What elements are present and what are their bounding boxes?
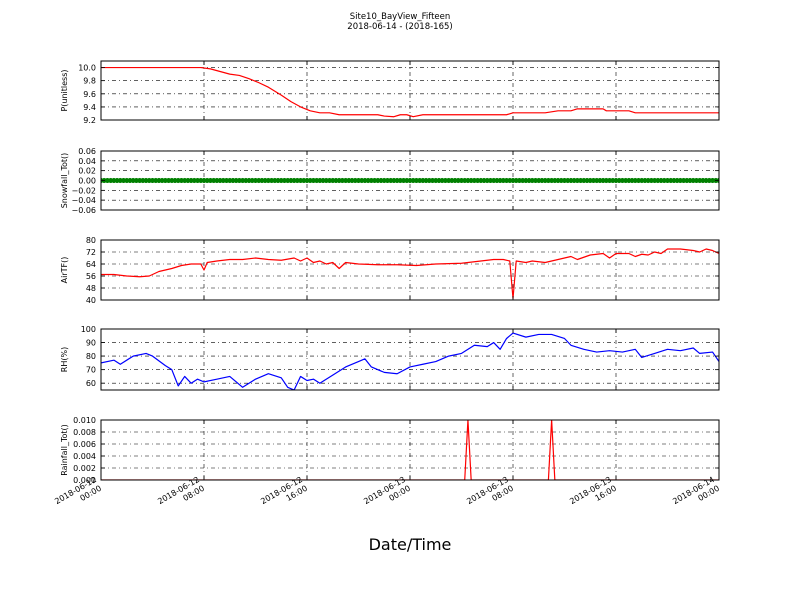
y-tick-label: 80: [86, 352, 96, 361]
y-tick-label: 72: [86, 248, 96, 257]
series-markers: [101, 177, 719, 184]
y-tick-label: 9.4: [83, 103, 96, 112]
y-tick-label: 0.008: [73, 428, 96, 437]
y-axis-label: Snowfall_Tot(): [60, 153, 69, 209]
series-line: [101, 420, 719, 480]
y-tick-label: 90: [86, 339, 96, 348]
y-tick-label: −0.06: [71, 206, 96, 215]
y-tick-label: 0.006: [73, 440, 96, 449]
series-line: [101, 248, 719, 300]
y-tick-label: −0.04: [71, 196, 96, 205]
y-axis-label: P(unitless): [60, 69, 69, 111]
y-tick-label: 9.6: [83, 90, 96, 99]
y-tick-label: 0.00: [78, 177, 96, 186]
series-line: [101, 66, 719, 118]
series-line: [101, 332, 719, 390]
panel-1: 9.2 9.4 9.6 9.8 10.0 P(unitless): [60, 60, 720, 125]
x-axis-label: Date/Time: [369, 535, 452, 554]
y-tick-label: 9.8: [83, 77, 96, 86]
y-tick-label: 48: [86, 284, 96, 293]
y-tick-label: 0.06: [78, 147, 96, 156]
y-tick-label: 0.004: [73, 452, 96, 461]
y-tick-label: 0.04: [78, 157, 96, 166]
y-axis-label: Rainfall_Tot(): [60, 424, 69, 476]
y-tick-label: 9.2: [83, 116, 96, 125]
y-tick-label: 100: [81, 325, 96, 334]
y-tick-label: 70: [86, 366, 96, 375]
y-axis-label: RH(%): [60, 347, 69, 372]
y-tick-label: 10.0: [78, 64, 96, 73]
panel-2: −0.06−0.04−0.020.000.020.040.06 Snowfall_…: [60, 147, 720, 215]
y-tick-label: 0.000: [73, 476, 96, 485]
y-tick-label: 0.02: [78, 167, 96, 176]
panels-group: 9.2 9.4 9.6 9.8 10.0 P(unitless) −0.06−0.04−0.…: [60, 60, 720, 485]
y-tick-label: 0.010: [73, 416, 96, 425]
y-tick-label: 64: [86, 260, 96, 269]
chart-subtitle: 2018-06-14 - (2018-165): [347, 22, 452, 32]
y-tick-label: 0.002: [73, 464, 96, 473]
y-tick-label: 56: [86, 272, 96, 281]
panel-4: 60 70 80 90 100 RH(%): [60, 325, 720, 391]
y-tick-label: −0.02: [71, 186, 96, 195]
y-tick-label: 60: [86, 379, 96, 388]
y-axis-label: AirTF(): [60, 257, 69, 284]
panel-5: 0.000 0.002 0.004 0.006 0.008 0.010 Rainfall_T…: [60, 416, 720, 485]
y-tick-label: 40: [86, 296, 96, 305]
panel-3: 40 48 56 64 72 80 AirTF(): [60, 236, 720, 305]
y-tick-label: 80: [86, 236, 96, 245]
chart-title: Site10_BayView_Fifteen: [350, 12, 451, 22]
